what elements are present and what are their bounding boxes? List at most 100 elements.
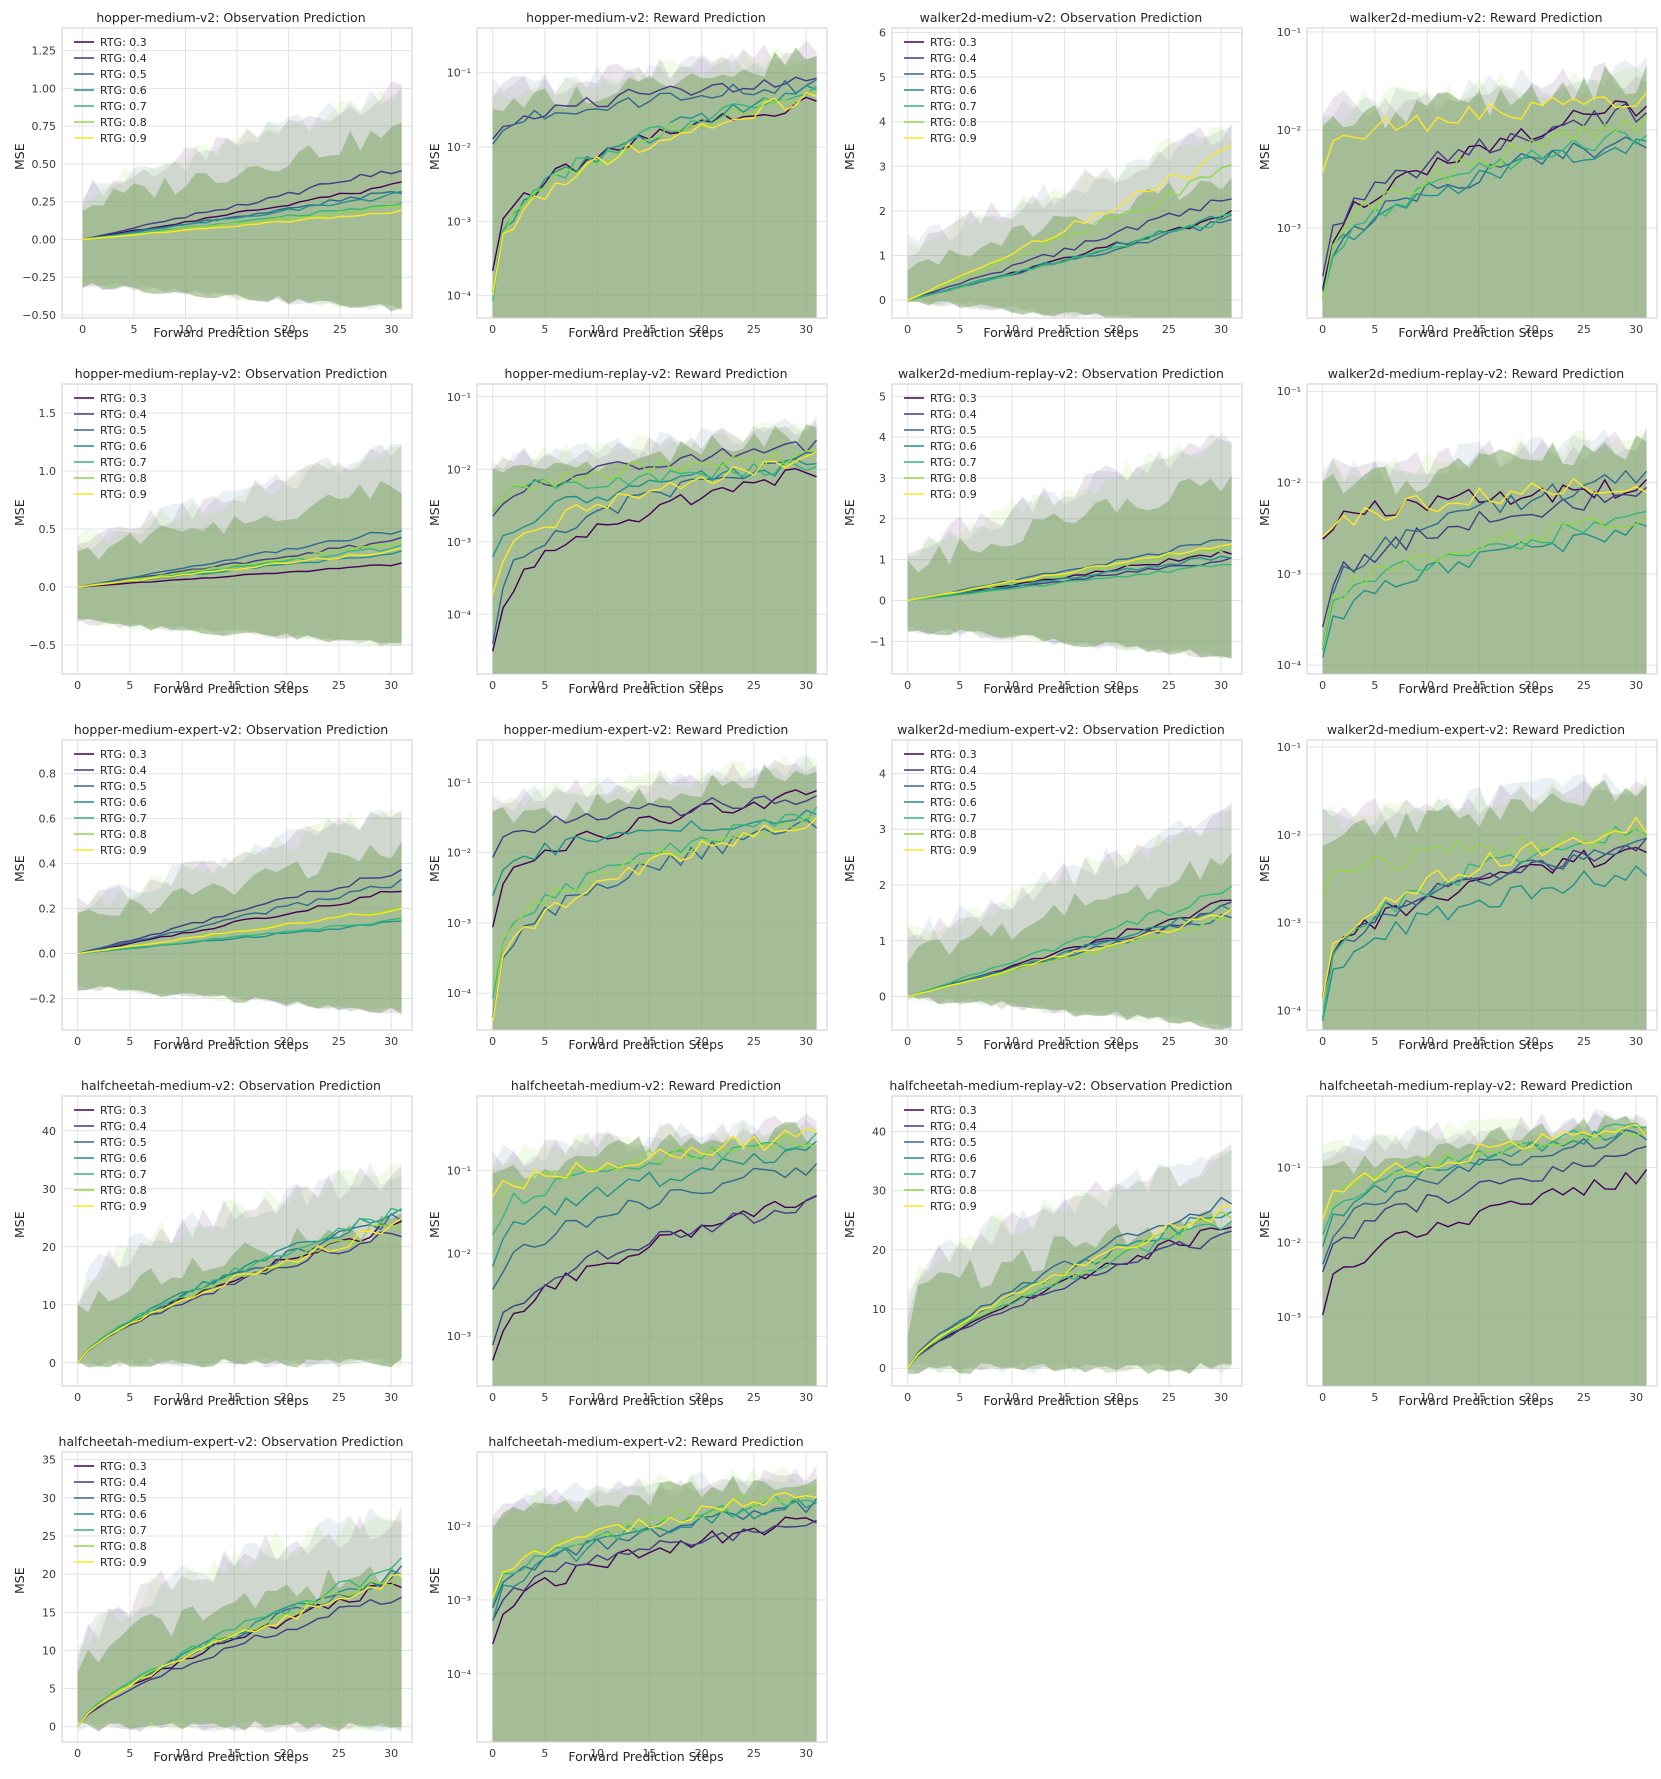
legend-label: RTG: 0.6 (930, 796, 977, 809)
y-tick-label: 3 (879, 472, 886, 485)
series-line (1322, 102, 1648, 277)
y-tick-label: 10⁻⁴ (1277, 659, 1302, 672)
x-tick-label: 5 (541, 1391, 548, 1404)
confidence-band (492, 47, 817, 319)
chart-svg: 0 5 10 15 20 25 30 10⁻³ 10⁻² 10⁻¹ (1277, 1095, 1658, 1404)
confidence-band (907, 178, 1232, 318)
series-line (492, 1519, 817, 1621)
legend-label: RTG: 0.5 (100, 68, 147, 81)
x-tick-label: 25 (1577, 1035, 1591, 1048)
y-tick-label: 2 (879, 205, 886, 218)
legend-label: RTG: 0.7 (100, 1524, 147, 1537)
series-line (1322, 1145, 1647, 1273)
y-tick-label: 10⁻⁴ (447, 1668, 472, 1681)
chart-svg: 0 5 10 15 20 25 30 10⁻⁴ 10⁻³ 10⁻² 10⁻¹ (1277, 383, 1658, 692)
series-line (1322, 477, 1647, 538)
legend: RTG: 0.3 RTG: 0.4 RTG: 0.5 RTG: 0.6 RTG: 0.7… (74, 36, 147, 145)
confidence-band (77, 1566, 402, 1732)
chart-panel: 0 5 10 15 20 25 30 0 1 2 3 4 RTG: 0.3 RTG: 0.4 RTG: 0.… (830, 712, 1245, 1067)
y-tick-label: 25 (42, 1530, 56, 1543)
x-tick-label: 5 (541, 1747, 548, 1760)
x-tick-label: 30 (384, 1035, 398, 1048)
legend-label: RTG: 0.5 (930, 780, 977, 793)
y-axis-label: MSE (842, 1211, 857, 1238)
legend-label: RTG: 0.9 (930, 1200, 977, 1213)
legend-label: RTG: 0.6 (100, 1152, 147, 1165)
series-line (492, 1195, 817, 1361)
x-tick-label: 10 (1420, 1035, 1434, 1048)
series-line (907, 214, 1232, 301)
legend-label: RTG: 0.8 (930, 828, 977, 841)
series-line (492, 76, 817, 140)
chart-panel: 0 5 10 15 20 25 30 10⁻⁴ 10⁻³ 10⁻² 10⁻¹ hopper-mediu… (415, 712, 830, 1067)
x-tick-label: 20 (695, 1391, 709, 1404)
series-line (77, 917, 402, 955)
x-tick-label: 30 (384, 323, 398, 336)
chart-title: halfcheetah-medium-replay-v2: Reward Pre… (1319, 1078, 1633, 1093)
x-tick-label: 20 (1525, 323, 1539, 336)
x-tick-label: 5 (126, 679, 133, 692)
y-axis-label: MSE (12, 499, 27, 526)
y-tick-label: 10⁻² (447, 141, 471, 154)
confidence-band (77, 1213, 402, 1368)
series-line (77, 1576, 403, 1728)
x-tick-label: 15 (642, 1391, 656, 1404)
series-line (1322, 837, 1648, 997)
series-line (907, 538, 1232, 602)
x-tick-label: 20 (695, 679, 709, 692)
y-tick-label: 0 (879, 294, 886, 307)
x-axis-label: Forward Prediction Steps (568, 1037, 724, 1052)
y-axis-label: MSE (427, 499, 442, 526)
x-tick-label: 15 (1057, 1391, 1071, 1404)
y-axis-label: MSE (12, 855, 27, 882)
series-line (77, 878, 403, 955)
x-tick-label: 0 (904, 323, 911, 336)
series-line (77, 1596, 402, 1728)
series-line (907, 563, 1232, 602)
chart-title: hopper-medium-replay-v2: Reward Predicti… (504, 366, 788, 381)
legend-label: RTG: 0.3 (100, 1104, 147, 1117)
legend-label: RTG: 0.3 (100, 1460, 147, 1473)
x-tick-label: 10 (1420, 323, 1434, 336)
x-tick-label: 30 (1214, 679, 1228, 692)
x-tick-label: 10 (175, 679, 189, 692)
series-line (492, 795, 817, 858)
chart-panel: 0 5 10 15 20 25 30 0 1 2 3 4 5 6 RTG: 0.3 RTG: 0.4 RTG: … (830, 0, 1245, 355)
x-tick-label: 30 (1629, 323, 1643, 336)
series-line (492, 467, 817, 652)
y-tick-label: 4 (879, 116, 886, 129)
legend-label: RTG: 0.9 (100, 844, 147, 857)
series-line (1322, 138, 1647, 300)
legend-label: RTG: 0.6 (930, 440, 977, 453)
x-tick-label: 5 (126, 1391, 133, 1404)
x-tick-label: 20 (280, 1035, 294, 1048)
x-tick-label: 5 (131, 323, 138, 336)
chart-panel: 0 5 10 15 20 25 30 0 10 20 30 40 RTG: 0.3 RTG: 0.4 RTG… (830, 1068, 1245, 1423)
y-tick-label: 10⁻⁴ (447, 987, 472, 1000)
x-tick-label: 20 (1525, 1035, 1539, 1048)
series-line (907, 1196, 1232, 1369)
legend-label: RTG: 0.3 (930, 1104, 977, 1117)
y-tick-label: −0.50 (22, 309, 56, 322)
legend-label: RTG: 0.4 (930, 408, 977, 421)
y-tick-label: 0.0 (39, 581, 57, 594)
legend-label: RTG: 0.7 (100, 812, 147, 825)
y-tick-label: 10⁻² (1277, 124, 1301, 137)
x-tick-label: 15 (642, 1035, 656, 1048)
x-tick-label: 20 (1525, 679, 1539, 692)
y-tick-label: 0 (879, 991, 886, 1004)
x-tick-label: 25 (332, 679, 346, 692)
confidence-band (492, 1475, 817, 1742)
x-axis-label: Forward Prediction Steps (153, 1393, 309, 1408)
y-tick-label: −1 (870, 635, 886, 648)
y-tick-label: 10⁻² (1277, 1236, 1301, 1249)
chart-svg: 0 5 10 15 20 25 30 10⁻⁴ 10⁻³ 10⁻² 10⁻¹ (447, 27, 828, 336)
legend-label: RTG: 0.7 (930, 456, 977, 469)
series-line (1322, 521, 1647, 658)
legend-label: RTG: 0.9 (100, 488, 147, 501)
series-line (492, 815, 817, 991)
series-line (1322, 1129, 1647, 1265)
series-line (1322, 1123, 1648, 1220)
